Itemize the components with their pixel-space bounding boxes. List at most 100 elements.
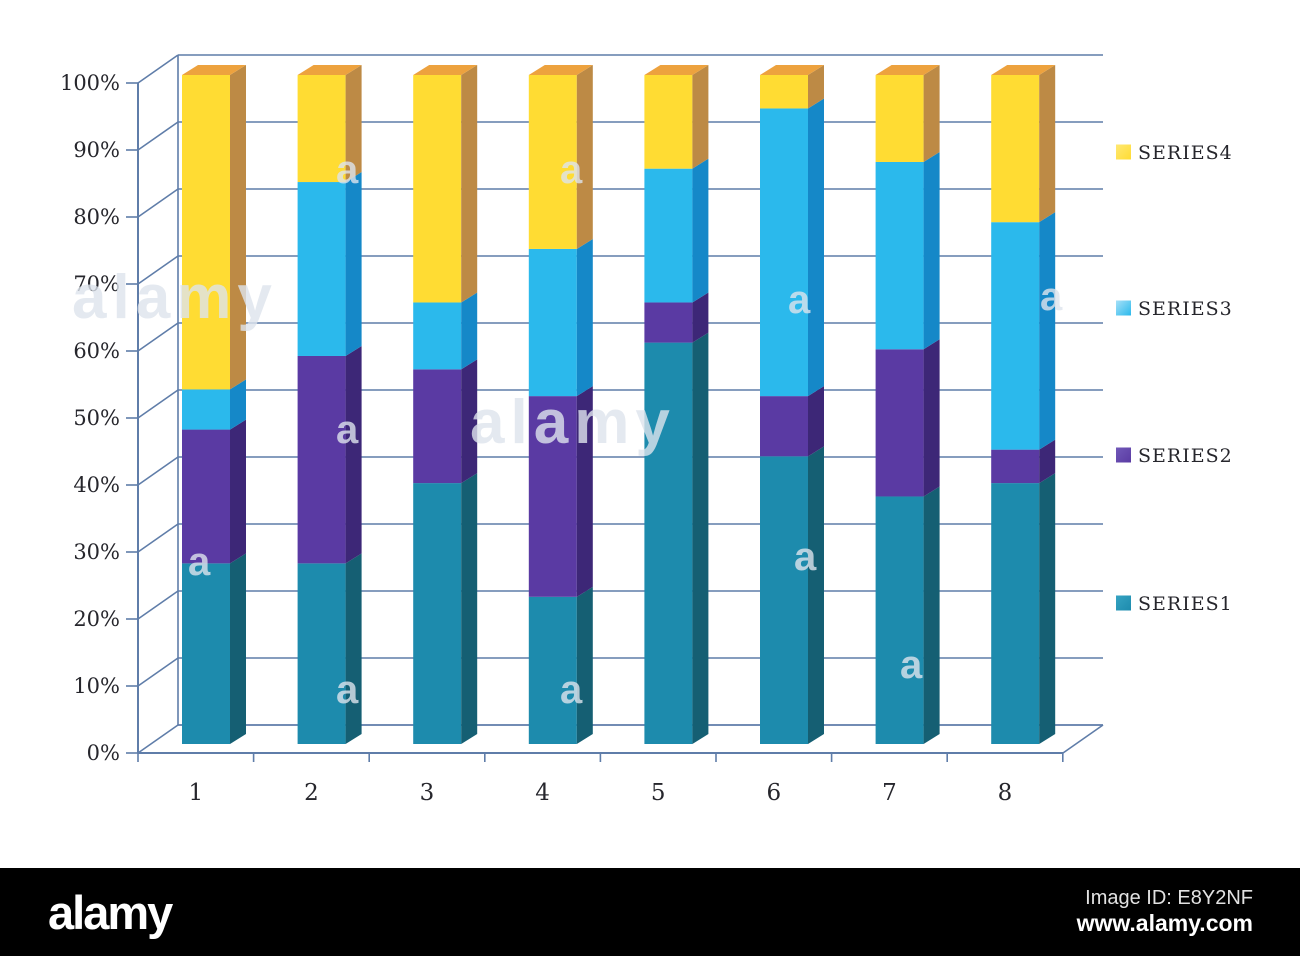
gridline-depth [137,590,179,620]
bar-segment-side-series3-cat4 [576,238,593,397]
gridline-depth [137,724,179,754]
bar-segment-front-series2-cat8 [991,449,1040,484]
bar-segment-side-series3-cat6 [808,98,824,397]
watermark-tile-letter: a [900,643,923,687]
floor-right-edge [1062,724,1104,754]
bar-segment-side-series3-cat3 [461,292,478,370]
bar-segment-side-series4-cat1 [230,65,246,390]
stacked-bar-chart-3d: 0% 10% 20% 30% 40% 50% 60% 70% 80% 90% 100% 1 2 3 4 5 6 7… [59,54,1233,806]
bar-segment-front-series4-cat6 [760,75,808,109]
y-axis-tick-label: 10% [73,674,120,698]
bar-segment-side-series4-cat4 [576,65,593,249]
bar-segment-front-series2-cat5 [644,302,693,343]
x-axis-category-label: 3 [420,780,435,806]
bar-segment-side-series1-cat1 [230,553,246,744]
bar-segment-side-series4-cat6 [808,65,824,109]
bar-segment-side-series2-cat7 [923,339,940,497]
bar-segment-front-series2-cat2 [297,355,346,564]
bar-top-face-cat8 [991,65,1056,75]
bar-segment-side-series2-cat6 [808,386,824,457]
bar-segment-side-series2-cat4 [576,386,593,597]
legend-label-series3: SERIES3 [1138,298,1233,320]
bar-segment-front-series2-cat3 [413,369,462,484]
y-axis-tick-label: 30% [73,540,120,564]
gridline-depth [137,456,179,486]
bar-segment-front-series1-cat5 [644,342,693,744]
x-axis-category-label: 7 [882,780,897,806]
bar-segment-side-series1-cat4 [576,586,593,744]
gridline-depth [137,657,179,687]
bar-segment-side-series2-cat8 [1039,439,1056,484]
bar-segment-front-series1-cat3 [413,483,462,744]
y-axis-tick-label: 100% [60,71,120,95]
bar-segment-front-series3-cat2 [297,182,346,356]
legend-label-series4: SERIES4 [1138,142,1233,164]
alamy-meta: Image ID: E8Y2NF www.alamy.com [1077,886,1253,938]
legend-marker-series1 [1116,595,1131,611]
y-axis-tick-label: 90% [73,138,120,162]
y-axis-tick-label: 40% [73,473,120,497]
bar-segment-front-series1-cat1 [182,563,230,744]
bar-segment-side-series1-cat5 [692,332,709,744]
bar-segment-front-series3-cat5 [644,168,693,303]
watermark-tile-letter: a [336,668,359,712]
y-axis-tick-label: 60% [73,339,120,363]
bar-top-face-cat4 [528,65,593,75]
bar-segment-side-series3-cat8 [1039,212,1056,450]
bar-segment-front-series4-cat7 [875,75,924,162]
bar-segment-side-series4-cat5 [692,65,709,169]
watermark-tile-letter: a [188,540,211,584]
x-axis-category-label: 6 [766,780,781,806]
legend-marker-series2 [1116,447,1131,463]
image-id-text: Image ID: E8Y2NF [1085,887,1253,910]
bar-top-face-cat7 [875,65,940,75]
legend-label-series2: SERIES2 [1138,445,1233,467]
bar-segment-front-series4-cat2 [297,75,346,183]
bar-segment-side-series1-cat6 [808,446,824,744]
bar-segment-side-series3-cat5 [692,158,709,303]
bar-segment-front-series3-cat1 [182,389,230,430]
y-axis-tick-label: 70% [73,272,120,296]
bar-segment-front-series3-cat7 [875,161,924,350]
bar-segment-front-series2-cat6 [760,396,808,457]
watermark-ghost-word: alamy [72,263,278,332]
gridline-depth [137,322,179,352]
gridline-depth [137,523,179,553]
bar-segment-front-series3-cat8 [991,222,1040,450]
bar-segment-side-series3-cat1 [230,379,246,430]
legend-label-series1: SERIES1 [1138,593,1233,615]
watermark-tile-letter: a [560,148,583,192]
alamy-logo: alamy [48,885,173,939]
legend-marker-series3 [1116,300,1131,316]
bar-segment-side-series3-cat2 [345,172,362,356]
bar-segment-front-series3-cat3 [413,302,462,370]
watermark-ghost-word: alamy [470,388,676,457]
gridline-depth [137,389,179,419]
watermark-tile-letter: a [336,408,359,452]
gridline-depth [137,54,179,84]
bar-segment-side-series2-cat3 [461,359,478,484]
bar-segment-front-series2-cat7 [875,349,924,497]
bar-segment-front-series1-cat2 [297,563,346,744]
gridline-depth [137,188,179,218]
bar-segment-side-series2-cat2 [345,345,362,564]
alamy-url-text: www.alamy.com [1076,910,1253,937]
gridline-depth [137,121,179,151]
bar-segment-front-series1-cat8 [991,483,1040,744]
y-axis-tick-label: 50% [73,406,120,430]
bar-top-face-cat6 [760,65,824,75]
bar-top-face-cat3 [413,65,478,75]
y-axis-tick-label: 20% [73,607,120,631]
x-axis-category-label: 8 [998,780,1013,806]
bar-segment-front-series4-cat8 [991,75,1040,223]
bar-segment-front-series4-cat4 [528,75,577,249]
watermark-tile-letter: a [560,668,583,712]
bar-segment-side-series2-cat1 [230,419,246,564]
bar-segment-front-series4-cat3 [413,75,462,303]
bar-segment-front-series3-cat6 [760,108,808,397]
x-axis-category-label: 1 [188,780,203,806]
bar-segment-front-series4-cat5 [644,75,693,169]
gridline-depth [137,255,179,285]
bar-segment-side-series1-cat2 [345,553,362,744]
